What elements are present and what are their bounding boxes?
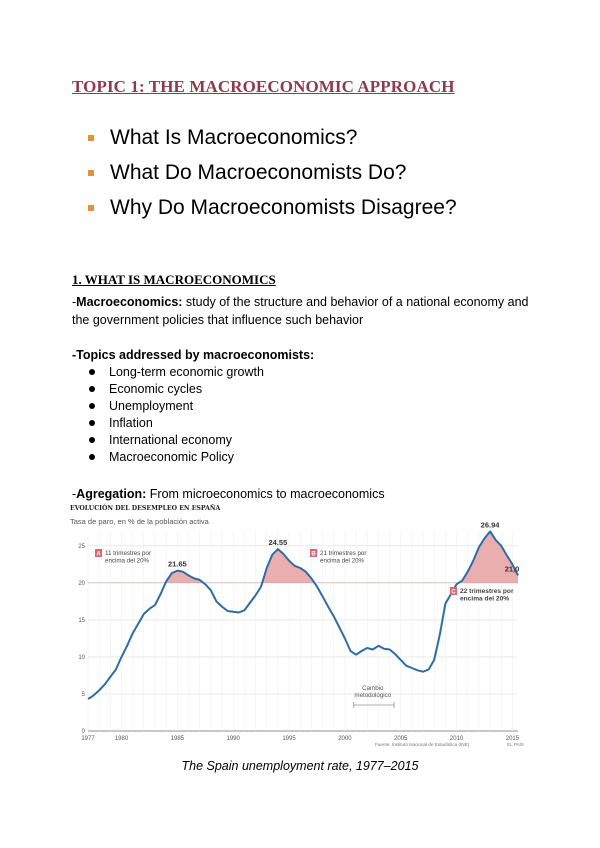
note-text: Cambio (362, 685, 384, 692)
bullet-dot-icon (89, 403, 95, 409)
chart-source: Fuente: Instituto Nacional de Estadístic… (375, 742, 471, 747)
chart-publisher: EL PAÍS (507, 741, 524, 747)
x-tick-label: 1977 (81, 736, 95, 742)
topics-label: -Topics addressed by macroeconomists: (72, 346, 542, 364)
agregation-prefix: - (72, 487, 77, 501)
list-item-text: Inflation (109, 416, 153, 430)
bullet-dot-icon (89, 386, 95, 392)
callout-text: 22 trimestres por (460, 588, 514, 595)
y-tick-label: 10 (78, 655, 85, 661)
data-label: 21,0 (505, 564, 520, 573)
y-tick-label: 15 (78, 618, 85, 624)
callout-letter-box (95, 549, 102, 557)
chart-svg: EVOLUCIÓN DEL DESEMPLEO EN ESPAÑA Tasa d… (70, 504, 524, 747)
data-label: 21.65 (168, 560, 187, 569)
x-tick-label: 1990 (227, 736, 241, 742)
callout-letter: B (311, 552, 316, 558)
x-tick-label: 1980 (115, 736, 129, 742)
x-tick-label: 2010 (450, 736, 464, 742)
list-item-text: What Is Macroeconomics? (110, 126, 358, 149)
above-threshold-area (165, 570, 204, 583)
list-item-text: Macroeconomic Policy (109, 450, 235, 464)
callout-text: 21 trimestres por (320, 550, 366, 557)
list-item-text: Long-term economic growth (109, 365, 264, 379)
data-label: 24.55 (268, 538, 287, 547)
note-text: metodológico (354, 692, 391, 699)
x-tick-label: 2000 (338, 736, 352, 742)
callout-letter: A (96, 552, 101, 558)
x-tick-label: 2005 (394, 736, 408, 742)
chart-title: EVOLUCIÓN DEL DESEMPLEO EN ESPAÑA (70, 504, 221, 512)
bullet-dot-icon (89, 369, 95, 375)
callout-text: 11 trimestres por (105, 550, 151, 557)
list-item-text: What Do Macroeconomists Do? (110, 161, 407, 184)
y-tick-label: 25 (78, 544, 85, 550)
bullet-dot-icon (89, 454, 95, 460)
square-bullet-icon (88, 170, 94, 176)
callout-text: encima del 20% (105, 558, 150, 565)
list-item-text: Why Do Macroeconomists Disagree? (110, 196, 457, 219)
x-tick-label: 2015 (506, 736, 520, 742)
list-item-text: Unemployment (109, 399, 194, 413)
y-tick-label: 0 (82, 729, 86, 735)
chart-subtitle: Tasa de paro, en % de la población activ… (70, 517, 210, 526)
chart-caption: The Spain unemployment rate, 1977–2015 (181, 759, 419, 773)
square-bullet-icon (88, 135, 94, 141)
callout-letter-box (310, 549, 317, 557)
callout-letter-box (450, 587, 457, 595)
unemployment-chart: EVOLUCIÓN DEL DESEMPLEO EN ESPAÑA Tasa d… (70, 503, 530, 753)
callout-letter: C (451, 590, 456, 596)
agregation-term: Agregation: (76, 487, 147, 501)
list-item-text: International economy (109, 433, 232, 447)
definition-text: study of the structure and behavior of a… (72, 295, 529, 327)
above-threshold-area (262, 549, 315, 583)
section-heading: 1. WHAT IS MACROECONOMICS (72, 272, 276, 287)
x-tick-label: 1995 (282, 736, 296, 742)
above-threshold-area (458, 531, 518, 583)
x-tick-label: 1985 (171, 736, 185, 742)
bullet-dot-icon (89, 437, 95, 443)
unemployment-series-line (87, 530, 519, 700)
agregation-text: From microeconomics to macroeconomics (146, 487, 385, 501)
list-item-text: Economic cycles (109, 382, 203, 396)
callout-text: encima del 20% (320, 558, 365, 565)
y-tick-label: 20 (78, 581, 85, 587)
callout-text: encima del 20% (460, 596, 509, 603)
bullet-dot-icon (89, 420, 95, 426)
square-bullet-icon (88, 205, 94, 211)
page-title: TOPIC 1: THE MACROECONOMIC APPROACH (72, 77, 455, 96)
topics-label-text: -Topics addressed by macroeconomists: (72, 348, 315, 362)
definition-prefix: - (72, 295, 77, 309)
agregation-paragraph: -Agregation: From microeconomics to macr… (72, 485, 542, 503)
y-tick-label: 5 (82, 692, 86, 698)
data-label: 26.94 (481, 520, 501, 529)
definition-term: Macroeconomics: (76, 295, 183, 309)
definition-paragraph: -Macroeconomics: study of the structure … (72, 293, 542, 329)
